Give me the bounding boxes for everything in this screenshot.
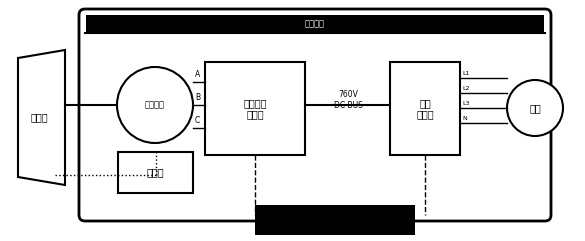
Circle shape: [117, 67, 193, 143]
Polygon shape: [18, 50, 65, 185]
Circle shape: [507, 80, 563, 136]
Text: 起发电机
控制器: 起发电机 控制器: [243, 98, 267, 119]
Text: L1: L1: [462, 71, 469, 76]
Text: 电网: 电网: [529, 103, 541, 113]
Text: 760V
DC BUS: 760V DC BUS: [333, 90, 363, 110]
Bar: [118, 152, 193, 193]
Text: 电源
变换器: 电源 变换器: [416, 98, 434, 119]
Text: L3: L3: [462, 101, 470, 106]
Text: A: A: [195, 70, 200, 79]
FancyBboxPatch shape: [79, 9, 551, 221]
Text: 发动机: 发动机: [30, 113, 49, 122]
Text: 起发电机: 起发电机: [145, 100, 165, 109]
Text: L2: L2: [462, 86, 470, 91]
Text: 传感器: 传感器: [147, 167, 164, 178]
Text: 电气系统: 电气系统: [305, 20, 325, 28]
Bar: [86, 15, 544, 33]
Text: C: C: [195, 116, 200, 125]
Text: N: N: [462, 116, 467, 121]
Bar: [255, 205, 415, 235]
Bar: [205, 62, 305, 155]
Text: B: B: [195, 93, 200, 102]
Bar: [390, 62, 460, 155]
